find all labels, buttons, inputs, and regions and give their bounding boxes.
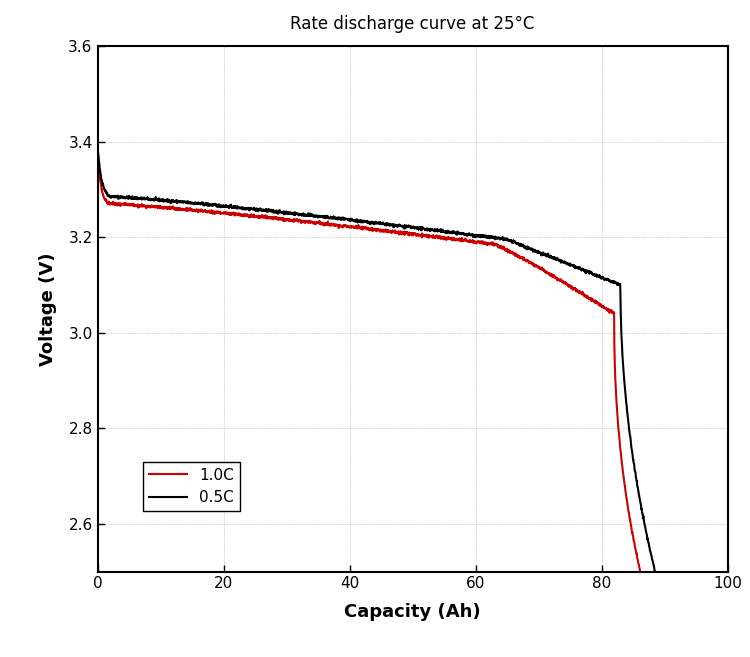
Y-axis label: Voltage (V): Voltage (V) [39,252,57,365]
0.5C [93,142,102,150]
0.5C [122,194,130,202]
0.5C [634,491,644,499]
Line: 0.5C: 0.5C [98,146,655,572]
X-axis label: Capacity (Ah): Capacity (Ah) [344,602,481,621]
1.0C [358,223,367,231]
1.0C [622,494,631,502]
1.0C [344,223,352,231]
1.0C [522,258,531,265]
0.5C [650,568,659,576]
1.0C [638,577,647,585]
Line: 1.0C: 1.0C [98,147,643,581]
0.5C [364,217,373,225]
1.0C [121,201,130,209]
1.0C [93,143,102,150]
Legend: 1.0C, 0.5C: 1.0C, 0.5C [143,461,240,511]
1.0C [622,495,632,503]
0.5C [634,489,643,497]
0.5C [350,216,358,224]
0.5C [532,247,541,255]
Title: Rate discharge curve at 25°C: Rate discharge curve at 25°C [290,15,535,34]
